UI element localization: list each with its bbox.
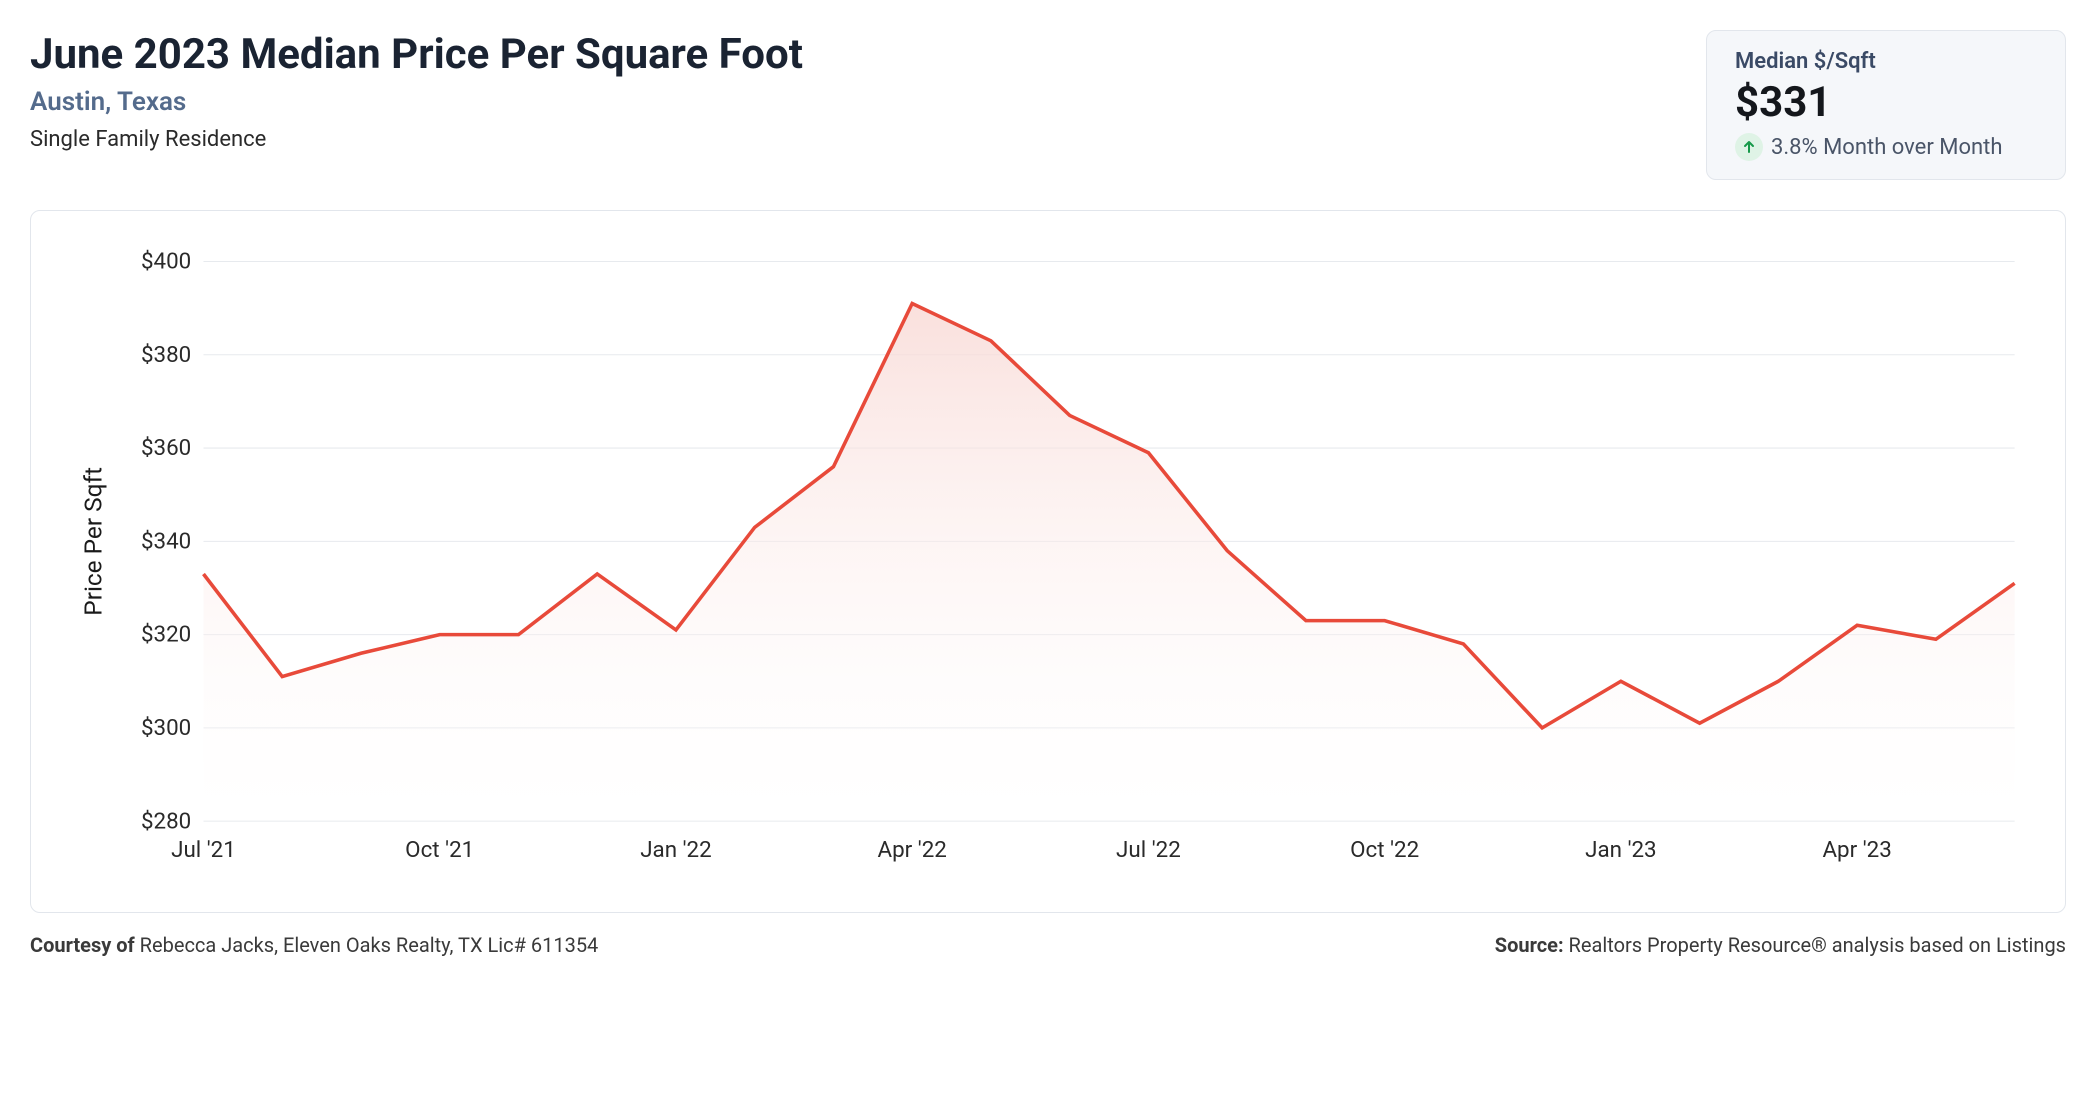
svg-text:Oct '22: Oct '22	[1350, 837, 1419, 863]
header-row: June 2023 Median Price Per Square Foot A…	[30, 30, 2066, 180]
stat-change: 3.8% Month over Month	[1735, 133, 2037, 161]
footer-row: Courtesy of Rebecca Jacks, Eleven Oaks R…	[30, 933, 2066, 957]
courtesy-label: Courtesy of	[30, 933, 135, 957]
source-value: Realtors Property Resource® analysis bas…	[1564, 933, 2066, 957]
location-label: Austin, Texas	[30, 87, 1706, 117]
stat-change-text: 3.8% Month over Month	[1771, 135, 2002, 160]
stat-label: Median $/Sqft	[1735, 49, 2037, 74]
courtesy-value: Rebecca Jacks, Eleven Oaks Realty, TX Li…	[135, 933, 599, 957]
svg-text:Apr '23: Apr '23	[1822, 837, 1891, 863]
svg-text:Jul '21: Jul '21	[171, 837, 236, 863]
source-text: Source: Realtors Property Resource® anal…	[1495, 933, 2066, 957]
stat-value: $331	[1735, 78, 2037, 127]
arrow-up-icon	[1735, 133, 1763, 161]
svg-text:Jan '22: Jan '22	[640, 837, 711, 863]
svg-text:Jul '22: Jul '22	[1116, 837, 1181, 863]
svg-text:Price Per Sqft: Price Per Sqft	[79, 467, 108, 616]
header-left: June 2023 Median Price Per Square Foot A…	[30, 30, 1706, 152]
courtesy-text: Courtesy of Rebecca Jacks, Eleven Oaks R…	[30, 933, 598, 957]
page-title: June 2023 Median Price Per Square Foot	[30, 30, 1706, 79]
svg-text:$280: $280	[141, 808, 191, 834]
svg-text:$340: $340	[141, 528, 191, 554]
svg-text:Jan '23: Jan '23	[1585, 837, 1656, 863]
svg-text:$320: $320	[141, 622, 191, 648]
svg-text:$300: $300	[141, 715, 191, 741]
subtitle-label: Single Family Residence	[30, 127, 1706, 152]
svg-text:Oct '21: Oct '21	[405, 837, 474, 863]
stat-box: Median $/Sqft $331 3.8% Month over Month	[1706, 30, 2066, 180]
svg-text:$400: $400	[141, 249, 191, 275]
price-chart: $280 $300 $320 $340 $360 $380 $400 Price Per Sq…	[61, 231, 2035, 882]
svg-text:$380: $380	[141, 342, 191, 368]
chart-container: $280 $300 $320 $340 $360 $380 $400 Price Per Sq…	[30, 210, 2066, 913]
source-label: Source:	[1495, 933, 1564, 957]
svg-text:$360: $360	[141, 435, 191, 461]
svg-text:Apr '22: Apr '22	[878, 837, 947, 863]
